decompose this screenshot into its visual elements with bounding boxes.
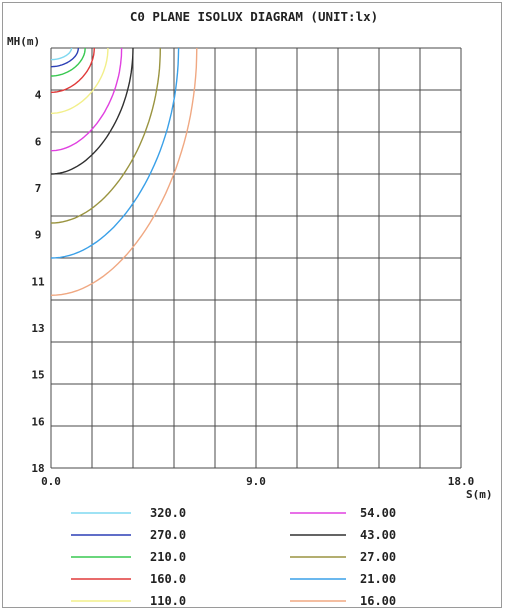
y-axis-label: MH(m) [7,35,40,48]
legend-label: 270.0 [150,528,186,542]
x-tick-label: 9.0 [246,475,266,488]
legend-label: 16.00 [360,594,396,608]
isolux-curve [50,47,161,224]
legend-label: 21.00 [360,572,396,586]
y-tick-labels: 4 6 7 9 11 13 15 16 18 [31,89,45,475]
isolux-curves [50,47,198,296]
legend: 320.0 270.0 210.0 160.0 110.0 54.00 43.00 27.00… [71,506,396,608]
isolux-curve [51,47,86,77]
y-tick-label: 15 [31,369,44,382]
legend-label: 54.00 [360,506,396,520]
chart-frame [2,2,502,608]
grid [50,47,462,469]
y-tick-label: 16 [31,415,45,428]
x-tick-labels: 0.0 9.0 18.0 [41,475,474,488]
isolux-curve [50,47,180,259]
isolux-curve [51,48,109,114]
legend-label: 210.0 [150,550,186,564]
x-axis-label: S(m) [466,488,493,501]
isolux-curve [50,47,123,152]
legend-label: 43.00 [360,528,396,542]
y-tick-label: 18 [31,462,44,475]
y-tick-label: 9 [35,229,42,242]
x-tick-label: 18.0 [448,475,475,488]
legend-label: 27.00 [360,550,396,564]
legend-label: 160.0 [150,572,186,586]
legend-label: 110.0 [150,594,186,608]
y-tick-label: 11 [31,275,45,288]
legend-label: 320.0 [150,506,186,520]
y-tick-label: 13 [31,322,44,335]
y-tick-label: 6 [35,135,42,148]
isolux-curve [50,47,198,296]
chart-title: C0 PLANE ISOLUX DIAGRAM (UNIT:lx) [130,9,378,24]
x-tick-label: 0.0 [41,475,61,488]
isolux-curve [50,47,134,175]
isolux-curve [51,48,79,68]
isolux-curve [51,47,95,93]
isolux-curve [51,48,73,61]
y-tick-label: 4 [35,89,42,102]
y-tick-label: 7 [35,182,42,195]
